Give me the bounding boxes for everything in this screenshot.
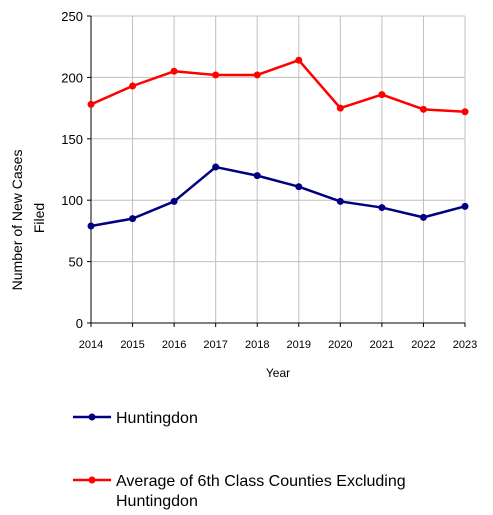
legend-label-average: Average of 6th Class Counties Excluding … (116, 473, 410, 510)
y-tick-label-0: 0 (76, 316, 83, 331)
x-tick-label-2015: 2015 (120, 339, 144, 351)
legend-marker-huntingdon (88, 413, 96, 421)
series-0-point-2016 (170, 197, 178, 205)
series-1-point-2022 (419, 105, 427, 113)
x-tick-labels: 2014 2015 2016 2017 2018 2019 2020 2021 2022 2023 (79, 339, 477, 351)
x-tick-label-2019: 2019 (287, 339, 311, 351)
legend-marker-average (88, 476, 96, 484)
series-0-point-2015 (129, 215, 137, 223)
y-axis-label: Number of New Cases Filed (9, 146, 47, 291)
x-tick-label-2020: 2020 (328, 339, 352, 351)
grid-lines (91, 15, 466, 323)
x-tick-label-2017: 2017 (203, 339, 227, 351)
series-1-point-2019 (295, 56, 303, 64)
series-0-point-2019 (295, 183, 303, 191)
series-0-point-2014 (87, 222, 95, 230)
x-axis-label: Year (266, 366, 290, 380)
series-1-point-2023 (461, 108, 469, 116)
x-tick-label-2021: 2021 (370, 339, 394, 351)
series-0-point-2021 (378, 204, 386, 212)
x-tick-label-2016: 2016 (162, 339, 186, 351)
series-1-point-2018 (253, 71, 261, 79)
y-axis-label-line-2: Filed (31, 203, 47, 233)
legend-label-huntingdon: Huntingdon (116, 410, 198, 427)
series-1-point-2017 (212, 71, 220, 79)
x-tick-label-2014: 2014 (79, 339, 103, 351)
series-0-point-2020 (336, 197, 344, 205)
y-tick-label-50: 50 (69, 255, 83, 270)
legend: Huntingdon Average of 6th Class Counties… (73, 410, 410, 510)
y-tick-label-150: 150 (61, 132, 83, 147)
series-group (87, 56, 469, 230)
y-tick-labels: 0 50 100 150 200 250 (61, 9, 83, 331)
y-tick-label-250: 250 (61, 9, 83, 24)
series-0-point-2018 (253, 172, 261, 180)
series-1-point-2020 (336, 104, 344, 112)
series-0-point-2022 (419, 213, 427, 221)
y-tick-label-200: 200 (61, 70, 83, 85)
y-axis-label-line-1: Number of New Cases (9, 150, 25, 291)
x-tick-label-2022: 2022 (411, 339, 435, 351)
legend-label-average-line-1: Average of 6th Class Counties Excluding (116, 473, 406, 490)
series-1-point-2014 (87, 100, 95, 108)
series-0-point-2023 (461, 202, 469, 210)
series-0-point-2017 (212, 163, 220, 171)
series-1-point-2015 (129, 82, 137, 90)
legend-label-average-line-2: Huntingdon (116, 493, 198, 510)
series-1-point-2021 (378, 91, 386, 99)
series-line-1 (90, 58, 466, 114)
x-tick-label-2018: 2018 (245, 339, 269, 351)
legend-item-huntingdon: Huntingdon (73, 410, 198, 427)
legend-item-average: Average of 6th Class Counties Excluding … (73, 473, 410, 510)
y-tick-label-100: 100 (61, 193, 83, 208)
series-line-0 (90, 165, 466, 228)
x-tick-label-2023: 2023 (453, 339, 477, 351)
series-1-point-2016 (170, 67, 178, 75)
axes (87, 15, 466, 327)
